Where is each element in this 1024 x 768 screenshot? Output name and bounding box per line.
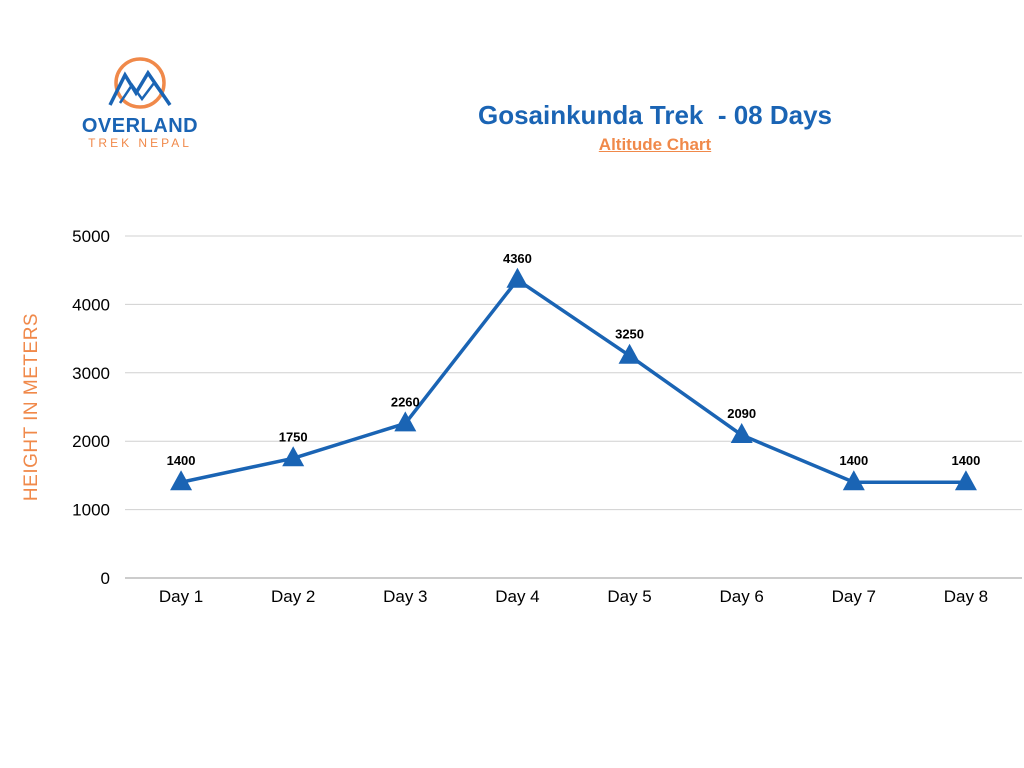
x-axis-ticks: Day 1 Day 2 Day 3 Day 4 Day 5 Day 6 Day 7 Day 8 (159, 587, 988, 606)
data-label: 1400 (167, 453, 196, 468)
y-tick-label: 3000 (72, 364, 110, 383)
brand-tagline: TREK NEPAL (88, 136, 192, 150)
grid-lines (125, 235, 1022, 579)
chart-title: Gosainkunda Trek - 08 Days (477, 100, 833, 130)
x-tick-label: Day 6 (719, 587, 763, 606)
data-label: 3250 (615, 327, 644, 342)
y-tick-label: 2000 (72, 432, 110, 451)
x-tick-label: Day 5 (607, 587, 651, 606)
brand-logo: OVERLAND TREK NEPAL (70, 55, 220, 155)
y-tick-label: 1000 (72, 501, 110, 520)
data-point-marker (618, 343, 641, 364)
y-tick-label: 4000 (72, 295, 110, 314)
data-point-marker (842, 470, 865, 491)
data-point-marker (282, 446, 305, 467)
x-tick-label: Day 3 (383, 587, 427, 606)
data-markers (170, 267, 977, 491)
data-label: 1400 (951, 453, 980, 468)
x-tick-label: Day 7 (832, 587, 876, 606)
x-tick-label: Day 8 (944, 587, 988, 606)
data-label: 1750 (279, 429, 308, 444)
data-point-marker (394, 411, 417, 432)
data-point-marker (170, 470, 193, 491)
data-label: 2260 (391, 394, 420, 409)
data-point-marker (506, 267, 529, 288)
data-label: 1400 (839, 453, 868, 468)
data-point-marker (954, 470, 977, 491)
x-tick-label: Day 4 (495, 587, 539, 606)
x-tick-label: Day 1 (159, 587, 203, 606)
data-label: 2090 (727, 406, 756, 421)
data-labels: 1400 1750 2260 4360 3250 2090 1400 1400 (167, 251, 981, 468)
y-axis-ticks: 0 1000 2000 3000 4000 5000 (72, 227, 110, 588)
brand-name: OVERLAND (81, 115, 199, 137)
mountain-circle-icon (108, 57, 172, 109)
series-line (180, 278, 966, 484)
data-label: 4360 (503, 251, 532, 266)
y-tick-label: 5000 (72, 227, 110, 246)
x-tick-label: Day 2 (271, 587, 315, 606)
chart-subtitle: Altitude Chart (598, 135, 712, 154)
y-axis-label: HEIGHT IN METERS (21, 313, 42, 501)
data-point-marker (730, 423, 753, 444)
y-tick-label: 0 (101, 569, 110, 588)
